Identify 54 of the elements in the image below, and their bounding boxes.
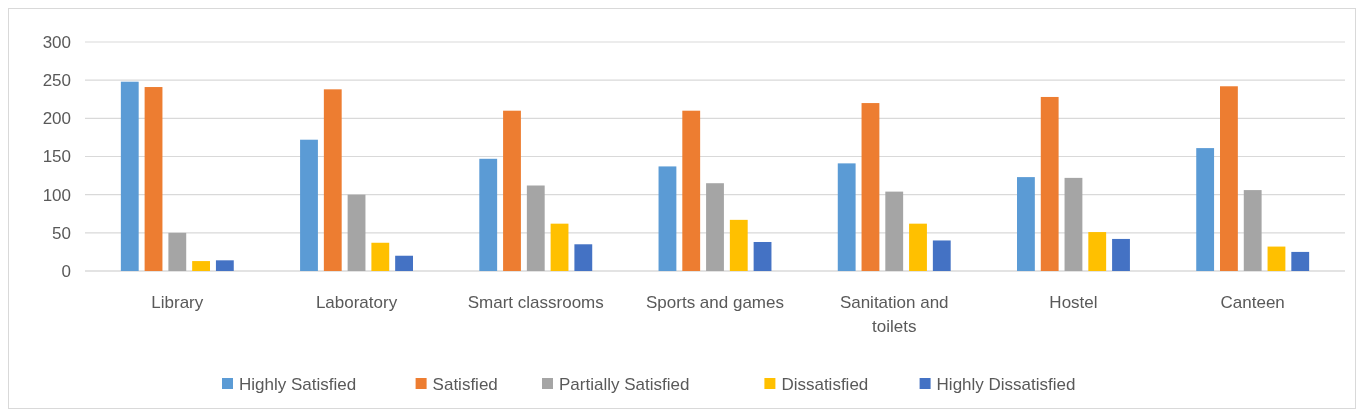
bar	[1291, 251, 1310, 271]
bar	[144, 87, 163, 271]
bar	[395, 255, 413, 271]
x-tick-label: Hostel	[1049, 293, 1098, 312]
bar	[347, 194, 366, 271]
bar	[323, 89, 342, 271]
bar	[300, 139, 318, 271]
bar	[215, 260, 234, 271]
y-tick-label: 250	[42, 71, 71, 91]
x-tick-label: Canteen	[1220, 293, 1285, 312]
bar	[1088, 232, 1107, 271]
legend-label: Dissatisfied	[781, 374, 869, 394]
bar	[909, 223, 927, 271]
bar	[682, 110, 701, 271]
x-tick-label: Library	[151, 293, 204, 312]
bar	[574, 244, 593, 271]
bar	[837, 163, 856, 271]
bar	[706, 183, 724, 271]
bar	[1220, 86, 1238, 271]
bar	[503, 110, 521, 271]
bar	[550, 223, 569, 271]
bar	[729, 219, 748, 271]
bar	[1017, 177, 1035, 271]
bar	[861, 103, 880, 271]
y-tick-label: 0	[61, 261, 71, 281]
y-tick-label: 100	[42, 185, 71, 205]
y-tick-label: 300	[42, 32, 71, 52]
bar	[885, 191, 904, 271]
y-tick-label: 150	[42, 147, 71, 167]
x-tick-label: Laboratory	[315, 293, 398, 312]
bar	[658, 166, 677, 271]
bar	[1064, 177, 1083, 271]
bar	[168, 232, 187, 271]
legend-label: Highly Dissatisfied	[936, 374, 1076, 394]
legend-label: Satisfied	[432, 374, 498, 394]
bar	[1267, 246, 1286, 271]
x-tick-label: Sanitation and toilets	[839, 293, 949, 336]
bar	[1040, 96, 1059, 271]
bar	[1243, 190, 1262, 271]
legend-label: Partially Satisfied	[559, 374, 690, 394]
legend-label: Highly Satisfied	[239, 374, 357, 394]
bar	[753, 241, 772, 271]
y-tick-label: 200	[42, 109, 71, 129]
y-tick-label: 50	[52, 223, 71, 243]
bar	[371, 242, 390, 271]
bar	[932, 240, 951, 271]
bar	[1112, 238, 1130, 271]
bar	[1196, 148, 1215, 271]
bar	[479, 158, 498, 271]
bar	[192, 261, 210, 271]
x-tick-label: Smart classrooms	[467, 293, 604, 312]
x-tick-label: Sports and games	[646, 293, 784, 312]
bar	[526, 185, 545, 271]
bar	[120, 81, 139, 271]
